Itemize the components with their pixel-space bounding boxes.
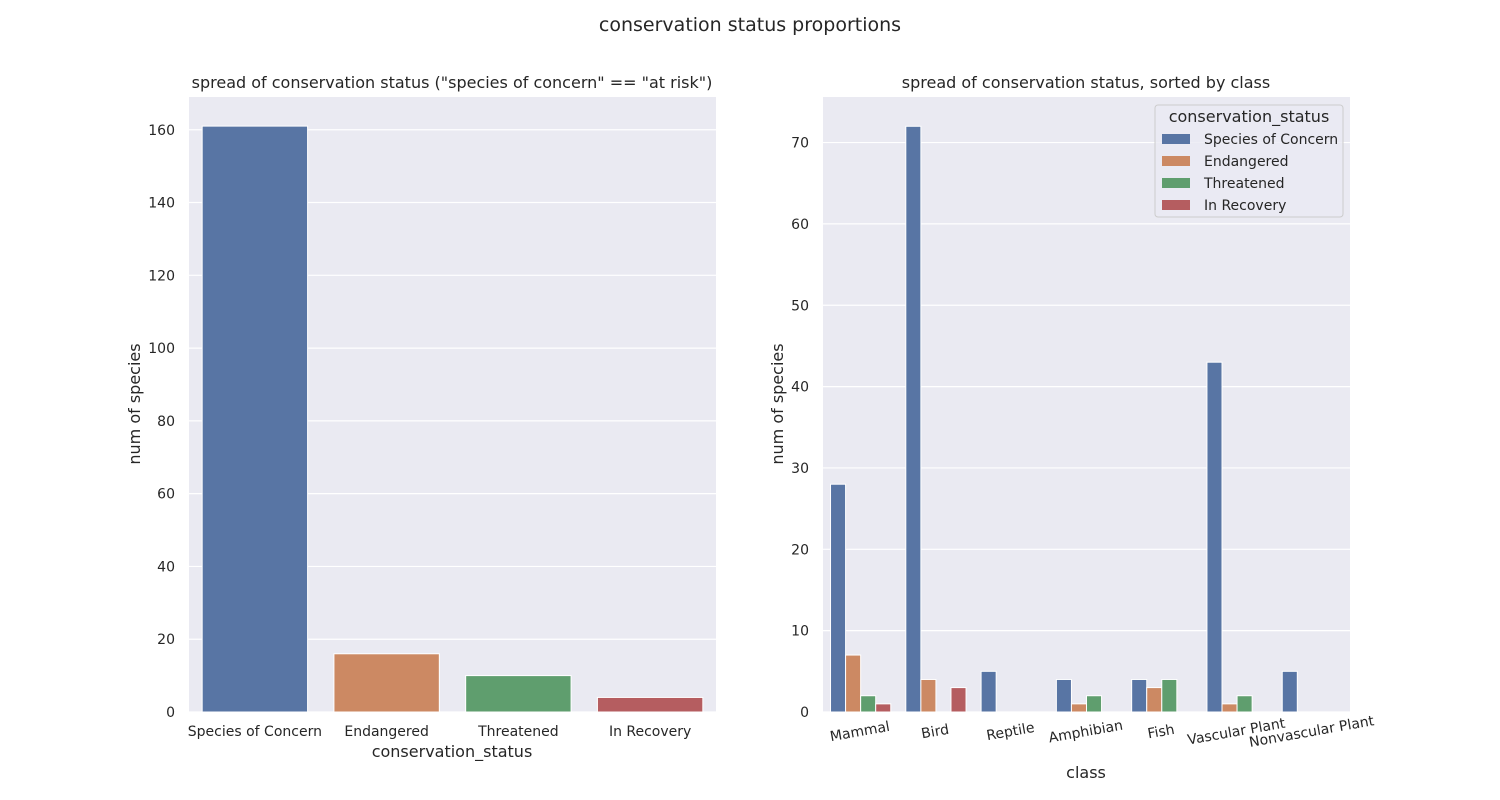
status-y-tick-label: 100: [148, 341, 175, 357]
bar-threatened: [465, 675, 572, 713]
bar-vascular-plant-endangered: [1221, 703, 1238, 713]
status-x-tick-label: Endangered: [344, 724, 429, 740]
bar-mammal-endangered: [845, 654, 862, 713]
status-y-tick-label: 120: [148, 268, 175, 284]
class-x-axis-label: class: [1066, 763, 1106, 782]
class-y-ticks: 0 10 20 30 40 50 60 70: [791, 136, 809, 721]
legend-label-endangered: Endangered: [1204, 154, 1289, 170]
status-y-tick-label: 160: [148, 123, 175, 139]
status-y-tick-label: 80: [157, 414, 175, 430]
legend-swatch-threatened: [1162, 178, 1190, 188]
bar-fish-species-of-concern: [1131, 678, 1148, 713]
legend-swatch-species-of-concern: [1162, 134, 1190, 144]
bar-amphibian-endangered: [1070, 703, 1088, 713]
bar-mammal-threatened: [860, 695, 877, 713]
class-y-tick-label: 40: [791, 380, 809, 396]
bar-vascular-plant-threatened: [1236, 695, 1253, 713]
legend-swatch-endangered: [1162, 156, 1190, 166]
class-x-tick-label: Bird: [920, 722, 950, 743]
class-x-tick-label: Amphibian: [1047, 718, 1124, 747]
legend-items: Species of Concern Endangered Threatened In…: [1162, 132, 1338, 214]
bar-amphibian-threatened: [1086, 695, 1103, 713]
bar-amphibian-species-of-concern: [1055, 678, 1072, 713]
class-y-tick-label: 20: [791, 542, 809, 558]
bar-bird-species-of-concern: [905, 125, 922, 713]
class-legend: conservation_status Species of Concern En…: [1154, 104, 1344, 218]
bar-reptile-species-of-concern: [980, 670, 997, 713]
legend-title: conservation_status: [1169, 107, 1330, 127]
bar-species-of-concern: [201, 125, 309, 713]
bar-vascular-plant-species-of-concern: [1206, 361, 1223, 713]
legend-label-in-recovery: In Recovery: [1204, 198, 1286, 214]
class-x-tick-label: Fish: [1146, 722, 1175, 742]
status-y-tick-label: 40: [157, 559, 175, 575]
class-x-tick-label: Mammal: [829, 719, 891, 745]
status-x-tick-label: In Recovery: [609, 724, 691, 740]
legend-label-species-of-concern: Species of Concern: [1204, 132, 1338, 148]
status-y-tick-label: 0: [166, 705, 175, 721]
bar-bird-endangered: [920, 678, 937, 713]
status-y-tick-label: 140: [148, 196, 175, 212]
class-y-axis-label: num of species: [768, 343, 787, 464]
bar-bird-in-recovery: [950, 687, 967, 713]
class-bars: [830, 125, 1298, 713]
status-x-tick-label: Threatened: [477, 724, 559, 740]
class-y-tick-label: 60: [791, 217, 809, 233]
legend-swatch-in-recovery: [1162, 200, 1190, 210]
status-y-axis-label: num of species: [125, 343, 144, 464]
status-chart-title: spread of conservation status ("species …: [192, 73, 713, 92]
status-y-tick-label: 20: [157, 632, 175, 648]
status-bars: [201, 125, 704, 713]
class-y-tick-label: 30: [791, 461, 809, 477]
bar-in-recovery: [596, 696, 704, 713]
bar-fish-threatened: [1161, 678, 1178, 713]
class-y-tick-label: 10: [791, 624, 809, 640]
class-chart-title: spread of conservation status, sorted by…: [902, 73, 1270, 92]
class-x-ticks: Mammal Bird Reptile Amphibian Fish Vascular P…: [829, 713, 1376, 751]
figure-suptitle: conservation status proportions: [599, 14, 901, 36]
bar-fish-endangered: [1146, 687, 1163, 713]
bar-mammal-in-recovery: [875, 703, 892, 713]
status-x-ticks: Species of Concern Endangered Threatened In…: [188, 724, 692, 740]
bar-nonvascular-plant-species-of-concern: [1281, 670, 1298, 713]
class-y-tick-label: 70: [791, 136, 809, 152]
status-chart: 0 20 40 60 80 100 120 140 160 Species of Concern…: [125, 73, 716, 762]
status-y-tick-label: 60: [157, 487, 175, 503]
bar-mammal-species-of-concern: [830, 483, 847, 713]
status-y-ticks: 0 20 40 60 80 100 120 140 160: [148, 123, 175, 721]
bar-endangered: [333, 653, 440, 713]
class-x-tick-label: Reptile: [985, 720, 1036, 744]
legend-box: [1154, 104, 1344, 218]
class-y-tick-label: 0: [800, 705, 809, 721]
legend-label-threatened: Threatened: [1203, 176, 1285, 192]
class-y-tick-label: 50: [791, 298, 809, 314]
status-x-tick-label: Species of Concern: [188, 724, 322, 740]
class-chart: 0 10 20 30 40 50 60 70 Mammal Bird Reptile Amphibi…: [768, 73, 1376, 782]
status-x-axis-label: conservation_status: [372, 742, 533, 762]
